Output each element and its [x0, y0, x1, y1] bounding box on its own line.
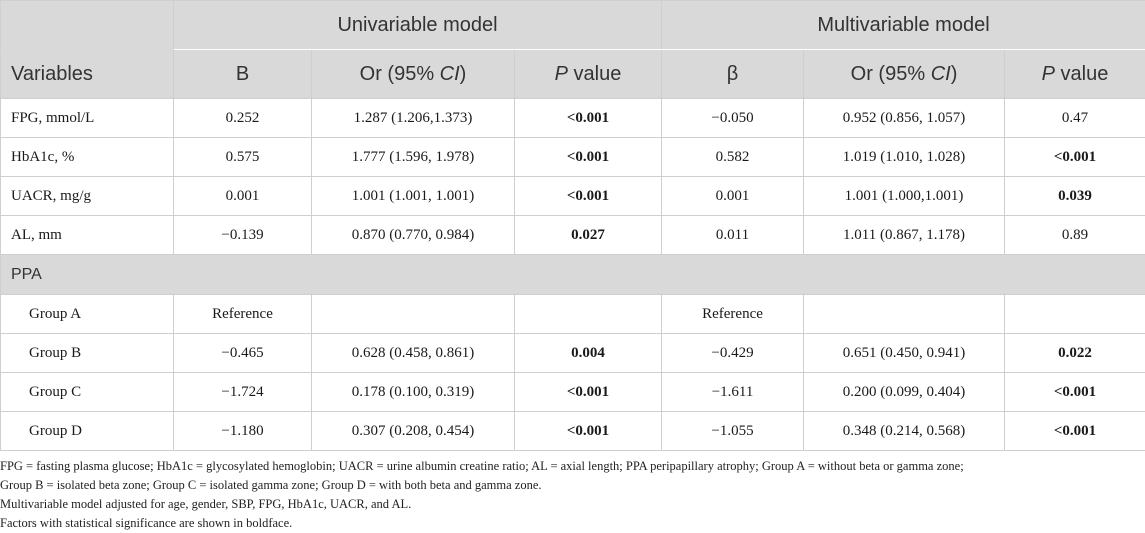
beta-cell: −0.050 [662, 99, 804, 138]
footnote-groups: Group B = isolated beta zone; Group C = … [0, 476, 1139, 495]
or-univariable-cell: 0.178 (0.100, 0.319) [312, 373, 515, 412]
table-row: Group B −0.465 0.628 (0.458, 0.861) 0.00… [1, 334, 1145, 373]
variable-cell: UACR, mg/g [1, 177, 174, 216]
table-row: Group C −1.724 0.178 (0.100, 0.319) <0.0… [1, 373, 1145, 412]
or-multivariable-cell: 1.019 (1.010, 1.028) [804, 138, 1005, 177]
section-row: PPA [1, 255, 1145, 295]
p-multivariable-cell: <0.001 [1005, 138, 1145, 177]
beta-cell: Reference [662, 295, 804, 334]
p-value-column-header-multivariable: P value [1005, 50, 1145, 99]
table-row: FPG, mmol/L 0.252 1.287 (1.206,1.373) <0… [1, 99, 1145, 138]
group-variable-cell: Group A [1, 295, 174, 334]
or-univariable-cell: 1.287 (1.206,1.373) [312, 99, 515, 138]
p-univariable-cell: 0.004 [515, 334, 662, 373]
b-cell: Reference [174, 295, 312, 334]
p-multivariable-cell: 0.89 [1005, 216, 1145, 255]
footnote-abbreviations: FPG = fasting plasma glucose; HbA1c = gl… [0, 457, 1139, 476]
beta-cell: −1.055 [662, 412, 804, 451]
beta-cell: −1.611 [662, 373, 804, 412]
or-multivariable-cell: 0.348 (0.214, 0.568) [804, 412, 1005, 451]
b-column-header: B [174, 50, 312, 99]
p-value-column-header-univariable: P value [515, 50, 662, 99]
table-row: UACR, mg/g 0.001 1.001 (1.001, 1.001) <0… [1, 177, 1145, 216]
footnote-adjustment: Multivariable model adjusted for age, ge… [0, 495, 1139, 514]
beta-cell: −0.429 [662, 334, 804, 373]
p-univariable-cell: 0.027 [515, 216, 662, 255]
or-column-header-univariable: Or (95% CI) [312, 50, 515, 99]
or-univariable-cell: 0.307 (0.208, 0.454) [312, 412, 515, 451]
or-univariable-cell: 1.777 (1.596, 1.978) [312, 138, 515, 177]
or-multivariable-cell [804, 295, 1005, 334]
section-label: PPA [1, 255, 1145, 295]
p-univariable-cell: <0.001 [515, 177, 662, 216]
header-empty-cell [1, 1, 174, 50]
b-cell: 0.575 [174, 138, 312, 177]
beta-cell: 0.001 [662, 177, 804, 216]
or-univariable-cell [312, 295, 515, 334]
or-multivariable-cell: 0.651 (0.450, 0.941) [804, 334, 1005, 373]
group-variable-cell: Group B [1, 334, 174, 373]
b-cell: −0.139 [174, 216, 312, 255]
table-row: Group D −1.180 0.307 (0.208, 0.454) <0.0… [1, 412, 1145, 451]
b-cell: 0.252 [174, 99, 312, 138]
or-multivariable-cell: 0.952 (0.856, 1.057) [804, 99, 1005, 138]
beta-cell: 0.582 [662, 138, 804, 177]
table-row: Group A Reference Reference [1, 295, 1145, 334]
or-multivariable-cell: 1.011 (0.867, 1.178) [804, 216, 1005, 255]
group-variable-cell: Group D [1, 412, 174, 451]
or-column-header-multivariable: Or (95% CI) [804, 50, 1005, 99]
p-univariable-cell: <0.001 [515, 138, 662, 177]
beta-column-header: β [662, 50, 804, 99]
footnote-significance: Factors with statistical significance ar… [0, 514, 1139, 533]
multivariable-group-header: Multivariable model [662, 1, 1145, 50]
beta-cell: 0.011 [662, 216, 804, 255]
or-multivariable-cell: 1.001 (1.000,1.001) [804, 177, 1005, 216]
p-univariable-cell: <0.001 [515, 99, 662, 138]
table-row: AL, mm −0.139 0.870 (0.770, 0.984) 0.027… [1, 216, 1145, 255]
p-multivariable-cell: 0.47 [1005, 99, 1145, 138]
variable-cell: HbA1c, % [1, 138, 174, 177]
p-multivariable-cell: 0.022 [1005, 334, 1145, 373]
p-multivariable-cell: <0.001 [1005, 412, 1145, 451]
p-multivariable-cell: <0.001 [1005, 373, 1145, 412]
p-multivariable-cell [1005, 295, 1145, 334]
table-row: HbA1c, % 0.575 1.777 (1.596, 1.978) <0.0… [1, 138, 1145, 177]
or-univariable-cell: 1.001 (1.001, 1.001) [312, 177, 515, 216]
b-cell: −0.465 [174, 334, 312, 373]
group-variable-cell: Group C [1, 373, 174, 412]
p-univariable-cell: <0.001 [515, 412, 662, 451]
regression-table: Univariable model Multivariable model Va… [0, 0, 1145, 451]
variables-column-header: Variables [1, 50, 174, 99]
univariable-group-header: Univariable model [174, 1, 662, 50]
footnotes: FPG = fasting plasma glucose; HbA1c = gl… [0, 451, 1145, 533]
variable-cell: FPG, mmol/L [1, 99, 174, 138]
p-univariable-cell [515, 295, 662, 334]
b-cell: −1.724 [174, 373, 312, 412]
b-cell: −1.180 [174, 412, 312, 451]
or-multivariable-cell: 0.200 (0.099, 0.404) [804, 373, 1005, 412]
p-multivariable-cell: 0.039 [1005, 177, 1145, 216]
p-univariable-cell: <0.001 [515, 373, 662, 412]
b-cell: 0.001 [174, 177, 312, 216]
or-univariable-cell: 0.628 (0.458, 0.861) [312, 334, 515, 373]
variable-cell: AL, mm [1, 216, 174, 255]
or-univariable-cell: 0.870 (0.770, 0.984) [312, 216, 515, 255]
